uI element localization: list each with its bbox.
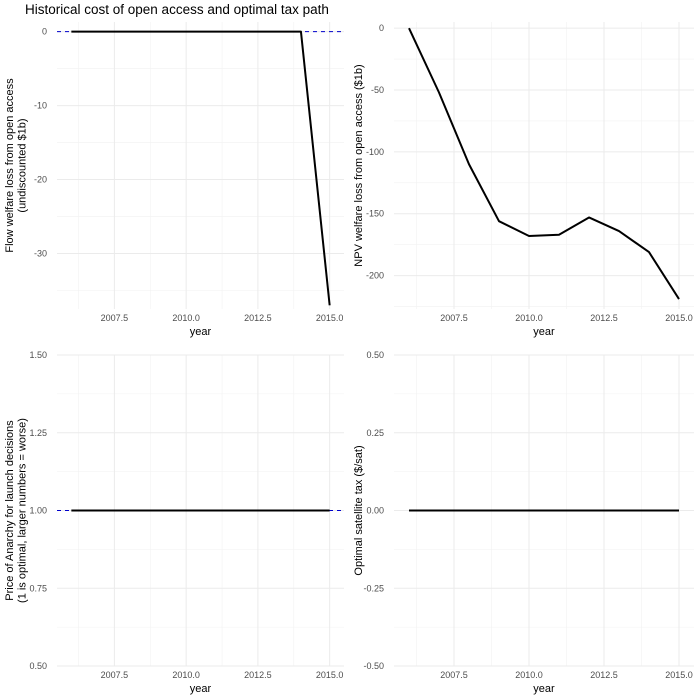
- chart-panel-4: 2007.5 2010.0 2012.5 2015.0 -0.50 -0.25 0.00 0.…: [353, 350, 694, 695]
- y-tick-label: -0.25: [363, 583, 384, 593]
- x-tick-label: 2012.5: [590, 313, 618, 323]
- x-tick-label: 2010.0: [515, 670, 543, 680]
- x-tick-label: 2007.5: [440, 313, 468, 323]
- y-tick-label: 0.75: [29, 583, 47, 593]
- x-tick-label: 2007.5: [101, 670, 129, 680]
- x-tick-label: 2010.0: [172, 313, 200, 323]
- figure-title: Historical cost of open access and optim…: [25, 2, 329, 17]
- x-tick-label: 2010.0: [172, 670, 200, 680]
- x-tick-label: 2012.5: [244, 313, 272, 323]
- y-tick-label: 0.25: [366, 428, 384, 438]
- x-axis-title: year: [533, 683, 555, 695]
- y-tick-label: -20: [34, 175, 47, 185]
- x-tick-label: 2015.0: [316, 670, 344, 680]
- x-tick-label: 2015.0: [665, 313, 693, 323]
- chart-panel-3: 2007.5 2010.0 2012.5 2015.0 0.50 0.75 1.00 1.25…: [4, 350, 344, 695]
- y-tick-label: 1.25: [29, 428, 47, 438]
- x-tick-label: 2015.0: [665, 670, 693, 680]
- y-tick-label: -150: [366, 209, 384, 219]
- y-tick-label: -30: [34, 249, 47, 259]
- x-tick-label: 2010.0: [515, 313, 543, 323]
- x-tick-label: 2007.5: [101, 313, 129, 323]
- y-axis-title: Price of Anarchy for launch decisions: [4, 420, 16, 601]
- y-axis-title: NPV welfare loss from open access ($1b): [353, 64, 365, 266]
- y-tick-label: 0: [379, 23, 384, 33]
- y-tick-label: -10: [34, 101, 47, 111]
- series-line: [408, 27, 680, 300]
- y-axis-title: (1 is optimal, larger numbers = worse): [17, 418, 29, 603]
- y-axis-title: Optimal satellite tax ($/sat): [353, 445, 365, 575]
- x-tick-label: 2007.5: [440, 670, 468, 680]
- y-tick-label: 0: [42, 27, 47, 37]
- y-tick-label: 0.00: [366, 506, 384, 516]
- x-axis-title: year: [190, 326, 212, 338]
- y-tick-label: -50: [371, 85, 384, 95]
- y-axis-title: (undiscounted $1b): [17, 118, 29, 212]
- y-tick-label: -200: [366, 271, 384, 281]
- x-tick-label: 2015.0: [316, 313, 344, 323]
- y-tick-label: 0.50: [366, 350, 384, 360]
- x-axis-title: year: [190, 683, 212, 695]
- chart-panel-1: 2007.5 2010.0 2012.5 2015.0 0 -10 -20 -30 year Fl…: [4, 22, 344, 338]
- x-tick-label: 2012.5: [590, 670, 618, 680]
- y-tick-label: 1.50: [29, 350, 47, 360]
- series-line: [71, 30, 331, 306]
- y-tick-label: 1.00: [29, 506, 47, 516]
- x-axis-title: year: [533, 326, 555, 338]
- y-tick-label: -0.50: [363, 661, 384, 671]
- y-tick-label: 0.50: [29, 661, 47, 671]
- x-tick-label: 2012.5: [244, 670, 272, 680]
- y-tick-label: -100: [366, 147, 384, 157]
- y-axis-title: Flow welfare loss from open access: [4, 78, 16, 253]
- chart-panel-2: 2007.5 2010.0 2012.5 2015.0 0 -50 -100 -150 -200…: [353, 22, 694, 338]
